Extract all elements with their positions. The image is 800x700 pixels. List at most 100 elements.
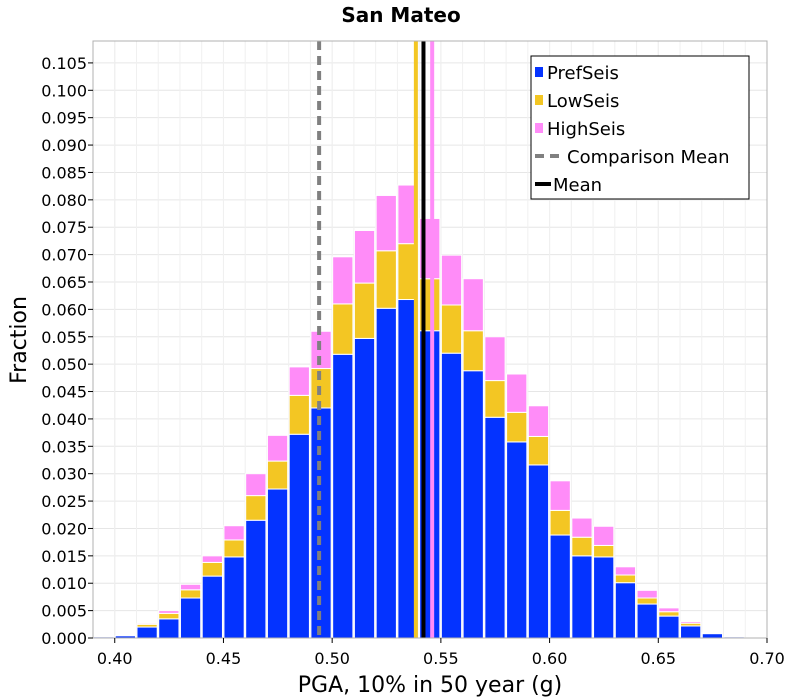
legend-label-mean: Mean [553, 175, 602, 196]
y-tick-label-13: 0.065 [41, 273, 87, 292]
bar-lowseis-22 [571, 536, 593, 557]
bar-highseis-3 [158, 610, 180, 614]
bar-highseis-24 [614, 566, 637, 576]
bar-highseis-18 [484, 336, 506, 382]
bar-highseis-4 [179, 583, 202, 591]
x-tick-label-4: 0.60 [532, 649, 568, 668]
legend-box [530, 55, 750, 200]
chart-title: San Mateo [341, 3, 460, 27]
y-tick-label-3: 0.015 [41, 547, 87, 566]
bar-prefseis-19 [506, 441, 528, 639]
bar-lowseis-19 [506, 411, 528, 443]
y-tick-label-16: 0.080 [41, 191, 87, 210]
bar-lowseis-4 [179, 589, 202, 599]
y-tick-label-4: 0.020 [41, 519, 87, 538]
bar-prefseis-2 [136, 626, 158, 639]
bar-highseis-8 [266, 434, 289, 462]
x-tick-label-1: 0.45 [206, 649, 242, 668]
bar-highseis-20 [527, 405, 550, 437]
bar-highseis-17 [462, 278, 484, 332]
legend-swatch-highseis [535, 123, 543, 133]
bar-lowseis-18 [484, 380, 506, 418]
y-tick-label-5: 0.025 [41, 492, 87, 511]
bar-prefseis-3 [158, 618, 180, 639]
bar-prefseis-22 [571, 555, 593, 639]
bar-prefseis-25 [636, 603, 658, 639]
bar-highseis-12 [353, 230, 376, 284]
y-tick-label-17: 0.085 [41, 163, 87, 182]
bar-prefseis-21 [549, 534, 571, 639]
bar-lowseis-8 [266, 460, 289, 490]
bar-prefseis-11 [332, 353, 354, 639]
y-tick-label-18: 0.090 [41, 136, 87, 155]
bar-highseis-28 [701, 632, 724, 634]
bar-prefseis-24 [614, 582, 637, 639]
bar-lowseis-16 [440, 304, 463, 354]
bar-prefseis-13 [375, 307, 397, 639]
y-tick-label-8: 0.040 [41, 410, 87, 429]
bar-prefseis-23 [593, 556, 615, 639]
bar-lowseis-13 [375, 250, 397, 309]
bar-prefseis-4 [179, 597, 202, 639]
legend-swatch-prefseis [535, 67, 543, 77]
bar-highseis-5 [201, 555, 223, 563]
bar-lowseis-9 [288, 394, 310, 435]
legend: PrefSeis LowSeis HighSeis Comparison Mean Me… [530, 55, 750, 200]
bar-prefseis-8 [266, 488, 289, 639]
bar-highseis-2 [136, 622, 158, 625]
bar-lowseis-20 [527, 435, 550, 466]
bar-prefseis-28 [701, 633, 724, 639]
x-tick-label-5: 0.65 [640, 649, 676, 668]
bar-prefseis-17 [462, 370, 484, 639]
mean-lines [317, 41, 435, 638]
y-tick-label-9: 0.045 [41, 383, 87, 402]
bar-lowseis-12 [353, 282, 376, 339]
bar-prefseis-7 [245, 519, 267, 639]
x-tick-label-0: 0.40 [97, 649, 133, 668]
legend-swatch-lowseis [535, 95, 543, 105]
bar-lowseis-3 [158, 612, 180, 620]
legend-label-highseis: HighSeis [547, 119, 625, 140]
bar-prefseis-16 [440, 352, 463, 639]
y-tick-label-15: 0.075 [41, 218, 87, 237]
bar-highseis-7 [245, 473, 267, 497]
bar-prefseis-18 [484, 416, 506, 639]
y-tick-label-10: 0.050 [41, 355, 87, 374]
bar-highseis-26 [658, 607, 680, 613]
bar-prefseis-9 [288, 433, 310, 639]
y-axis-ticks: 0.000 0.005 0.010 0.015 0.020 0.025 0.030 0.035… [41, 54, 93, 648]
bar-prefseis-5 [201, 575, 223, 639]
y-tick-label-21: 0.105 [41, 54, 87, 73]
bar-highseis-25 [636, 589, 658, 599]
bar-prefseis-20 [527, 464, 550, 639]
bar-highseis-16 [440, 254, 463, 306]
bar-prefseis-27 [680, 625, 702, 639]
y-axis-label: Fraction [7, 296, 32, 384]
plot-frame [92, 40, 768, 639]
bar-highseis-19 [506, 373, 528, 413]
y-tick-label-14: 0.070 [41, 246, 87, 265]
x-tick-label-3: 0.55 [423, 649, 459, 668]
y-tick-label-20: 0.100 [41, 81, 87, 100]
bar-highseis-21 [549, 480, 571, 511]
bar-highseis-27 [680, 621, 702, 624]
bar-lowseis-24 [614, 574, 637, 584]
bar-lowseis-11 [332, 303, 354, 355]
bar-lowseis-26 [658, 611, 680, 617]
bar-highseis-9 [288, 366, 310, 396]
bar-lowseis-23 [593, 544, 615, 558]
bar-prefseis-6 [223, 556, 245, 639]
y-tick-label-19: 0.095 [41, 109, 87, 128]
y-tick-label-1: 0.005 [41, 602, 87, 621]
bar-highseis-22 [571, 517, 593, 538]
x-axis-label: PGA, 10% in 50 year (g) [298, 673, 562, 698]
legend-label-comparison-mean: Comparison Mean [567, 147, 730, 168]
x-tick-label-6: 0.70 [749, 649, 785, 668]
bar-lowseis-17 [462, 330, 484, 372]
bar-highseis-13 [375, 194, 397, 252]
y-tick-label-12: 0.060 [41, 300, 87, 319]
bar-prefseis-12 [353, 337, 376, 639]
x-axis-ticks: 0.40 0.45 0.50 0.55 0.60 0.65 0.70 [97, 638, 785, 668]
legend-label-prefseis: PrefSeis [547, 63, 619, 84]
